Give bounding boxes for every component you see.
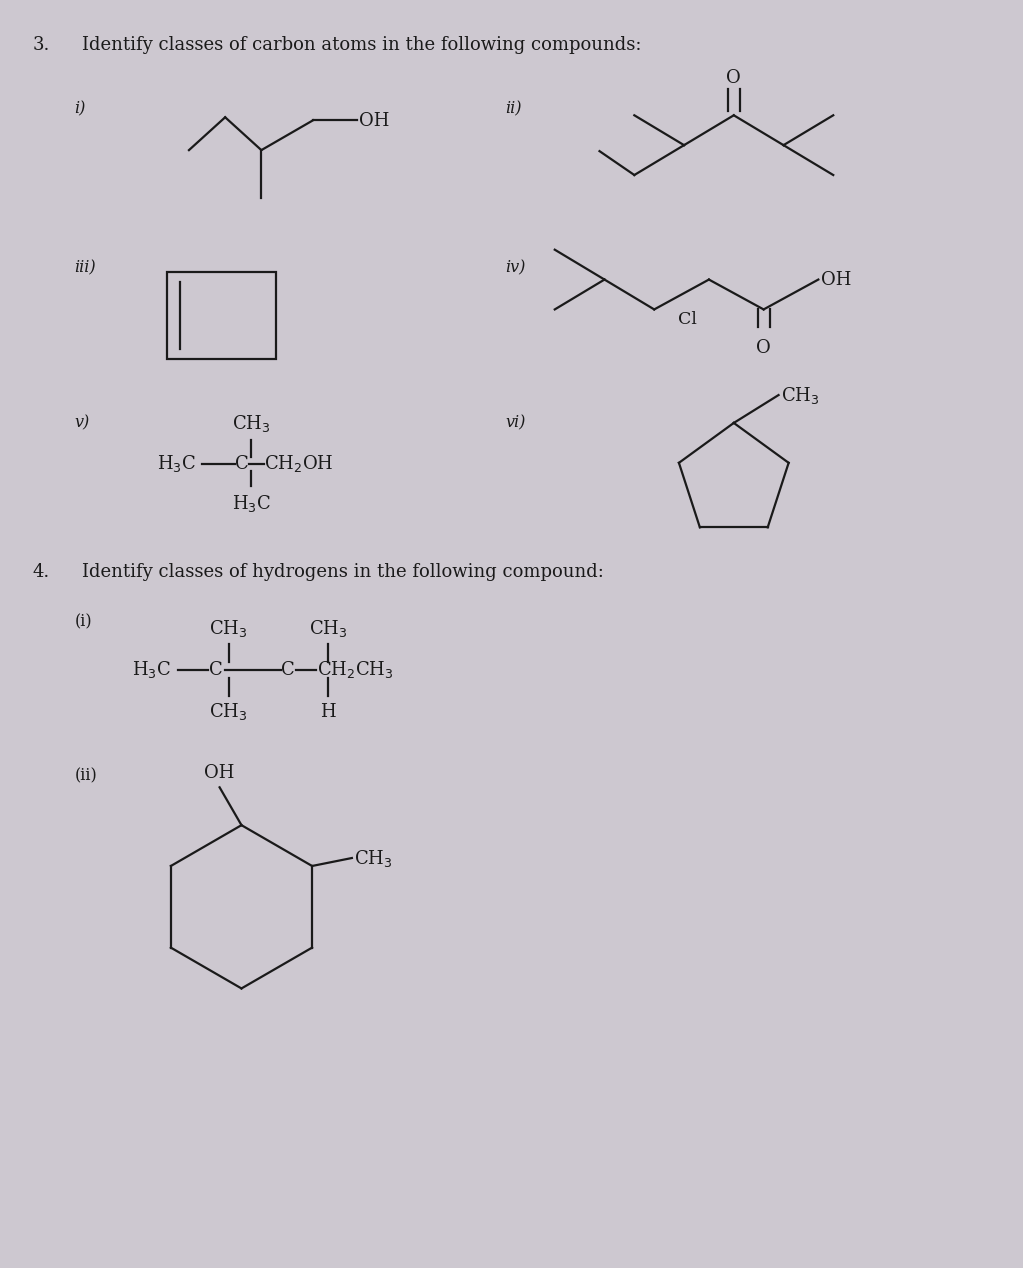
Text: OH: OH [821,270,852,289]
Text: H$_3$C: H$_3$C [232,493,271,514]
Text: CH$_3$: CH$_3$ [232,413,271,435]
Text: CH$_3$: CH$_3$ [354,847,393,869]
Text: OH: OH [359,113,389,131]
Text: C: C [281,661,295,678]
Text: Identify classes of carbon atoms in the following compounds:: Identify classes of carbon atoms in the … [82,36,641,53]
Text: H$_3$C: H$_3$C [132,659,171,681]
Text: 4.: 4. [33,563,50,581]
Text: Identify classes of hydrogens in the following compound:: Identify classes of hydrogens in the fol… [82,563,605,581]
Text: CH$_3$: CH$_3$ [210,701,248,723]
Text: OH: OH [205,765,235,782]
Text: (ii): (ii) [75,767,97,785]
Text: H$_3$C: H$_3$C [157,453,196,474]
Text: CH$_2$OH: CH$_2$OH [264,453,333,474]
Text: CH$_3$: CH$_3$ [781,384,819,406]
Text: C: C [209,661,222,678]
Text: ii): ii) [505,100,522,118]
Text: i): i) [75,100,86,118]
Text: H: H [320,702,336,720]
Text: O: O [726,70,741,87]
Bar [167,271,276,359]
Text: 3.: 3. [33,36,50,53]
Text: CH$_3$: CH$_3$ [210,618,248,639]
Text: Cl: Cl [677,312,697,328]
Text: vi): vi) [505,413,526,431]
Text: CH$_2$CH$_3$: CH$_2$CH$_3$ [317,659,394,681]
Text: CH$_3$: CH$_3$ [309,618,347,639]
Text: (i): (i) [75,614,92,630]
Text: iii): iii) [75,260,96,276]
Text: v): v) [75,413,90,431]
Text: C: C [234,455,249,473]
Text: O: O [756,340,771,358]
Text: iv): iv) [505,260,526,276]
